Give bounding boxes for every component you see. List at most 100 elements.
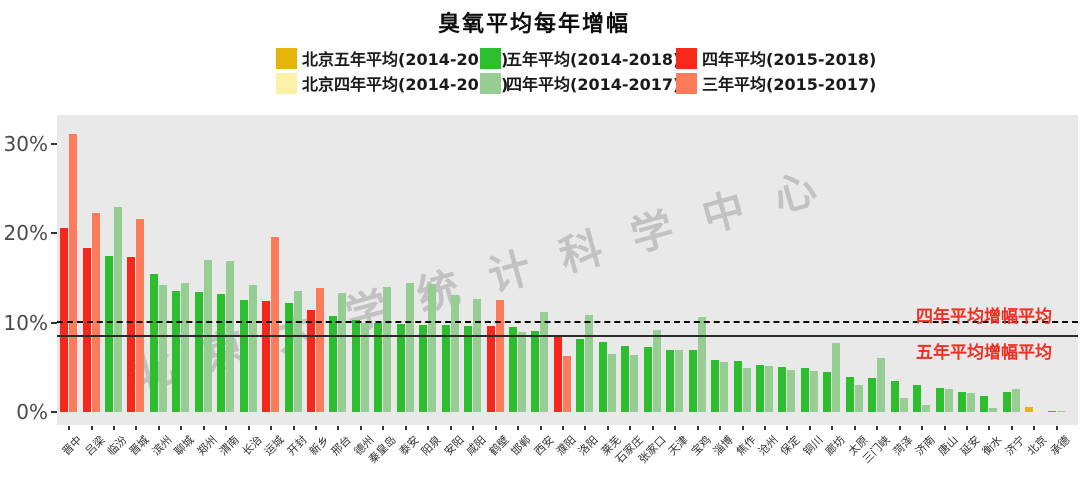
legend-label: 北京五年平均(2014-2018) xyxy=(302,50,509,69)
bar-晋城-dark xyxy=(127,256,136,412)
x-tick-mark xyxy=(629,426,632,430)
bar-临汾-dark xyxy=(104,255,113,412)
bar-秦皇岛-dark xyxy=(374,322,383,412)
x-tick-mark xyxy=(943,426,946,430)
bar-吕梁-light xyxy=(91,212,100,412)
bar-唐山-light xyxy=(944,388,953,412)
x-tick-mark xyxy=(876,426,879,430)
x-tick-mark xyxy=(270,426,272,430)
legend-swatch-red-dark xyxy=(676,47,697,69)
legend-label: 五年平均(2014-2018) xyxy=(506,50,681,69)
bar-濮阳-light xyxy=(562,355,571,412)
x-tick-mark xyxy=(1055,426,1058,430)
bar-铜川-dark xyxy=(800,368,809,412)
bar-铜川-light xyxy=(809,370,818,412)
x-tick-mark xyxy=(696,426,699,430)
x-tick-mark xyxy=(404,426,407,430)
bar-咸阳-light xyxy=(473,298,482,412)
bar-郑州-dark xyxy=(194,292,203,412)
bar-洛阳-dark xyxy=(576,338,585,412)
x-tick-mark xyxy=(831,426,834,430)
legend-item-beijing-4yr: 北京四年平均(2014-2017) xyxy=(276,72,508,94)
x-tick-mark xyxy=(135,426,138,430)
bar-天津-light xyxy=(675,349,684,412)
x-tick-mark xyxy=(90,426,93,430)
bar-保定-dark xyxy=(778,367,787,412)
bar-开封-dark xyxy=(284,303,293,412)
x-tick-mark xyxy=(68,426,70,430)
x-tick-mark xyxy=(472,426,475,430)
bar-晋中-light xyxy=(69,134,77,412)
bar-咸阳-dark xyxy=(464,326,473,412)
x-tick-mark xyxy=(561,426,564,430)
bar-延安-dark xyxy=(958,391,966,412)
bar-西安-light xyxy=(540,312,549,412)
x-tick-mark xyxy=(539,426,542,430)
x-tick-mark xyxy=(988,426,991,430)
bar-延安-light xyxy=(967,393,975,412)
bar-莱芜-dark xyxy=(598,341,607,412)
x-tick-mark xyxy=(808,426,811,430)
x-tick-mark xyxy=(359,426,362,430)
bar-西安-dark xyxy=(531,330,540,412)
bar-菏泽-light xyxy=(899,397,908,412)
y-tick-mark xyxy=(51,411,57,413)
bar-聊城-dark xyxy=(172,290,181,412)
refline-solid xyxy=(57,335,1078,338)
y-tick-label-30: 30% xyxy=(3,132,48,157)
refline-label-4yr-mean: 四年平均增幅平均 xyxy=(916,307,1052,327)
bar-衡水-light xyxy=(989,407,998,412)
x-tick-mark xyxy=(202,426,205,430)
bar-新乡-dark xyxy=(306,310,315,412)
x-tick-mark xyxy=(337,426,340,430)
bar-新乡-light xyxy=(315,287,324,412)
x-tick-mark xyxy=(427,426,430,430)
bar-承德-light xyxy=(1056,411,1065,412)
y-tick-label-0: 0% xyxy=(16,400,48,424)
bar-晋中-dark xyxy=(60,228,68,412)
bar-廊坊-light xyxy=(832,343,841,412)
bar-太原-dark xyxy=(845,377,854,412)
x-tick-mark xyxy=(651,426,654,430)
bar-邢台-dark xyxy=(329,316,338,412)
bar-菏泽-dark xyxy=(890,380,899,412)
legend-swatch-green-light xyxy=(480,72,501,94)
x-tick-mark xyxy=(898,426,901,430)
bar-淄博-dark xyxy=(711,360,719,412)
bar-三门峡-dark xyxy=(868,378,877,412)
bar-邢台-light xyxy=(338,293,347,412)
y-tick-label-10: 10% xyxy=(3,310,48,335)
bar-焦作-light xyxy=(742,368,751,412)
bar-唐山-dark xyxy=(935,387,944,412)
bar-张家口-dark xyxy=(643,346,652,412)
bar-济宁-dark xyxy=(1002,392,1011,412)
legend-label: 北京四年平均(2014-2017) xyxy=(302,75,509,94)
y-tick-mark xyxy=(51,321,57,324)
bar-廊坊-dark xyxy=(823,371,832,412)
bar-衡水-dark xyxy=(980,395,989,412)
x-tick-mark xyxy=(314,426,317,430)
x-tick-mark xyxy=(1033,426,1036,430)
bar-宝鸡-light xyxy=(697,317,706,412)
bar-保定-light xyxy=(787,370,796,412)
bar-焦作-dark xyxy=(733,361,742,412)
x-tick-mark xyxy=(292,426,295,430)
bar-长治-light xyxy=(248,285,257,412)
bar-莱芜-light xyxy=(607,354,616,412)
bar-聊城-light xyxy=(181,282,190,412)
legend-item-4yr-2014-2017: 四年平均(2014-2017) xyxy=(480,72,680,94)
x-tick-mark xyxy=(966,426,968,430)
bar-德州-dark xyxy=(351,320,360,412)
x-tick-mark xyxy=(382,426,385,430)
x-tick-mark xyxy=(606,426,609,430)
bar-承德-dark xyxy=(1047,411,1056,412)
bar-济南-light xyxy=(922,404,931,412)
x-tick-mark xyxy=(449,426,452,430)
bar-临汾-light xyxy=(113,206,122,412)
bar-张家口-light xyxy=(652,329,661,412)
bar-运城-dark xyxy=(262,301,270,412)
bar-运城-light xyxy=(271,237,279,412)
bar-淄博-light xyxy=(720,362,728,412)
legend-swatch-red-light xyxy=(676,72,697,94)
